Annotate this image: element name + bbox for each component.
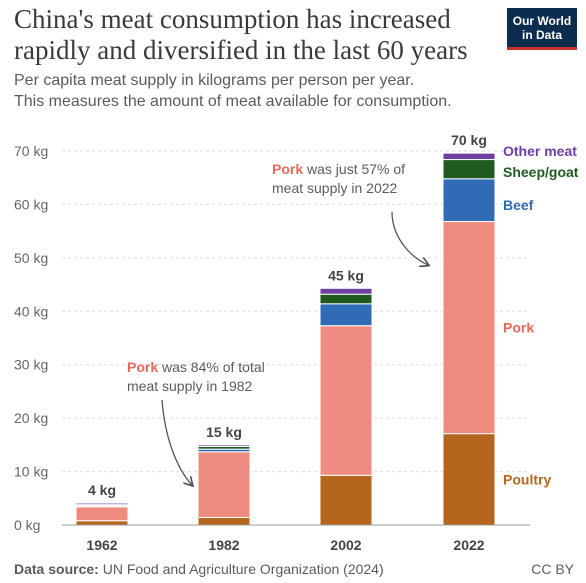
y-tick-label: 60 kg (14, 196, 48, 212)
bar-beef-2002 (319, 303, 373, 327)
license-link[interactable]: CC BY (531, 561, 574, 577)
title-line-1: China's meat consumption has increased (14, 4, 451, 34)
y-tick-label: 20 kg (14, 410, 48, 426)
annotation-2022: Pork was just 57% of meat supply in 2022 (272, 160, 405, 198)
owid-logo[interactable]: Our World in Data (507, 8, 577, 50)
y-tick-label: 0 kg (14, 517, 40, 533)
bar-poultry-1982 (197, 517, 251, 526)
annotation-arrow-2022 (391, 211, 428, 265)
y-tick-label: 40 kg (14, 303, 48, 319)
x-tick-label: 1982 (208, 537, 239, 553)
bar-pork-2002 (319, 325, 373, 476)
logo-line-1: Our World (512, 14, 572, 28)
logo-line-2: in Data (521, 28, 562, 42)
bar-sheep-goat-2002 (319, 293, 373, 305)
annotation-1982-highlight: Pork (127, 359, 159, 375)
bar-total-label: 45 kg (328, 267, 364, 283)
bar-total-label: 70 kg (451, 132, 487, 148)
x-tick-label: 2002 (330, 537, 361, 553)
bar-other-meat-2022 (442, 152, 496, 161)
title-line-2: rapidly and diversified in the last 60 y… (14, 35, 468, 65)
bar-poultry-1962 (75, 520, 129, 526)
chart-title: China's meat consumption has increased r… (14, 4, 494, 66)
y-tick-label: 50 kg (14, 250, 48, 266)
x-tick-label: 2022 (453, 537, 484, 553)
data-source-text: UN Food and Agriculture Organization (20… (98, 561, 384, 577)
bar-other-meat-1982 (197, 444, 251, 447)
annotation-1982: Pork was 84% of total meat supply in 198… (127, 358, 265, 396)
bar-poultry-2022 (442, 433, 496, 526)
bar-total-label: 15 kg (206, 424, 242, 440)
logo-underline (507, 47, 577, 50)
legend-label: Sheep/goat (503, 164, 579, 180)
x-tick-label: 1962 (86, 537, 117, 553)
subtitle-line-2: This measures the amount of meat availab… (14, 93, 452, 110)
annotation-2022-text-1: was just 57% of (303, 161, 406, 177)
bar-other-meat-2002 (319, 287, 373, 295)
y-tick-label: 10 kg (14, 464, 48, 480)
y-tick-label: 70 kg (14, 143, 48, 159)
annotation-2022-highlight: Pork (272, 161, 304, 177)
bar-total-label: 4 kg (88, 482, 116, 498)
bar-beef-2022 (442, 178, 496, 223)
y-tick-label: 30 kg (14, 357, 48, 373)
legend-label: Poultry (503, 471, 551, 487)
legend-label: Beef (503, 197, 534, 213)
bar-poultry-2002 (319, 474, 373, 526)
data-source-label: Data source: (14, 561, 99, 577)
chart-subtitle: Per capita meat supply in kilograms per … (14, 70, 554, 112)
data-source: Data source: UN Food and Agriculture Org… (14, 561, 384, 577)
bar-sheep-goat-2022 (442, 159, 496, 180)
annotation-arrow-1982 (161, 399, 192, 485)
annotation-2022-text-2: meat supply in 2022 (272, 180, 398, 196)
bar-pork-1982 (197, 451, 251, 519)
subtitle-line-1: Per capita meat supply in kilograms per … (14, 72, 415, 89)
bar-other-meat-1962 (75, 502, 129, 506)
bar-pork-2022 (442, 221, 496, 435)
annotation-1982-text-1: was 84% of total (158, 359, 265, 375)
legend-label: Other meat (503, 143, 577, 159)
bar-pork-1962 (75, 506, 129, 522)
annotation-1982-text-2: meat supply in 1982 (127, 378, 253, 394)
legend-label: Pork (503, 320, 534, 336)
